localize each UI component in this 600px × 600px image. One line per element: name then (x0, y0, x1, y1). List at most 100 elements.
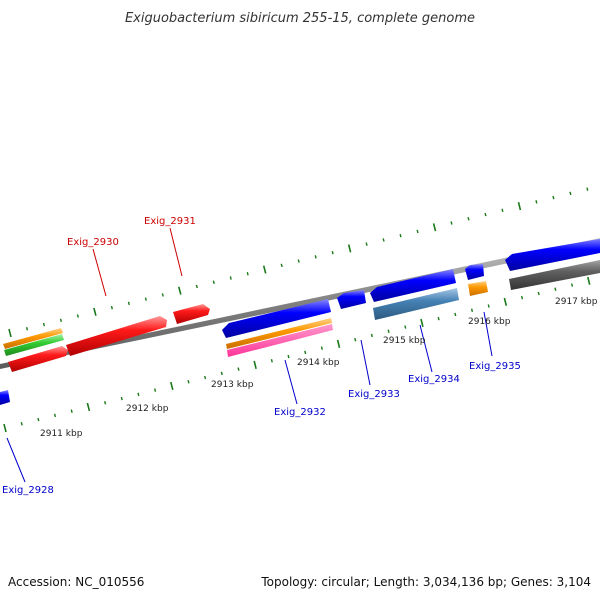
minor-tick (571, 283, 574, 287)
minor-tick (331, 250, 334, 255)
major-tick (178, 286, 182, 295)
inner-tick-row (3, 276, 591, 433)
gene-arrow-exig-2929 (8, 346, 68, 372)
minor-tick (20, 422, 23, 426)
minor-tick (467, 217, 470, 221)
minor-tick (382, 238, 385, 242)
minor-tick (404, 325, 407, 329)
minor-tick (454, 312, 457, 317)
ruler-label: 2916 kbp (468, 317, 511, 327)
map-title: Exiguobacterium sibiricum 255-15, comple… (125, 11, 475, 26)
leader-line (483, 311, 493, 357)
forward-strand-features (3, 304, 210, 372)
minor-tick (470, 308, 474, 312)
major-tick (420, 318, 424, 327)
minor-tick (437, 316, 440, 321)
reverse-strand-features (0, 238, 600, 405)
pink-feature (227, 324, 333, 357)
minor-tick (204, 375, 207, 380)
major-tick (517, 202, 522, 211)
gene-arrow-exig-2935 (465, 264, 484, 280)
minor-tick (297, 259, 300, 263)
grey-feature (509, 260, 600, 290)
minor-tick (53, 413, 57, 418)
gene-label-exig-2928[interactable]: Exig_2928 (2, 485, 54, 496)
minor-tick (37, 417, 40, 422)
minor-tick (387, 329, 390, 333)
minor-tick (70, 409, 73, 413)
leader-line (360, 339, 371, 386)
accession-text: Accession: NC_010556 (8, 575, 144, 589)
minor-tick (399, 233, 402, 238)
gene-label-exig-2931[interactable]: Exig_2931 (144, 216, 196, 227)
minor-tick (416, 229, 419, 234)
minor-tick (484, 212, 487, 217)
gene-arrow-exig-2930 (66, 316, 167, 356)
orange-feature (226, 318, 332, 349)
minor-tick (246, 272, 249, 276)
minor-tick (110, 305, 113, 310)
minor-tick (25, 327, 29, 331)
major-tick (587, 276, 591, 285)
genome-summary-text: Topology: circular; Length: 3,034,136 bp… (260, 575, 591, 589)
minor-tick (195, 284, 198, 289)
minor-tick (42, 322, 45, 327)
major-tick (432, 223, 437, 232)
ruler-label: 2917 kbp (555, 297, 598, 307)
gene-label-exig-2935[interactable]: Exig_2935 (469, 361, 521, 372)
minor-tick (520, 295, 524, 300)
orange-feature (468, 281, 488, 296)
steelblue-feature (373, 288, 459, 320)
minor-tick (487, 304, 490, 308)
major-tick (503, 297, 508, 306)
gene-labels: Exig_2931 Exig_2930 Exig_2928 Exig_2932 … (2, 216, 521, 496)
major-tick (86, 402, 91, 412)
minor-tick (554, 287, 557, 291)
minor-tick (237, 367, 240, 371)
ruler-labels: 2911 kbp 2912 kbp 2913 kbp 2914 kbp 2915… (40, 297, 598, 439)
gene-arrow-exig-2931 (173, 304, 210, 324)
leader-line (6, 437, 26, 483)
gene-arrow-exig-2933 (337, 290, 366, 309)
minor-tick (320, 346, 323, 350)
major-tick (347, 244, 352, 253)
gene-label-exig-2932[interactable]: Exig_2932 (274, 407, 326, 418)
major-tick (262, 265, 267, 274)
minor-tick (537, 291, 540, 296)
minor-tick (501, 208, 504, 213)
minor-tick (144, 297, 147, 301)
minor-tick (212, 280, 215, 284)
minor-tick (304, 350, 307, 355)
leader-line (419, 324, 433, 373)
outer-tick-row (8, 187, 589, 338)
gene-label-leaders (6, 227, 493, 483)
ruler-label: 2913 kbp (211, 380, 254, 390)
minor-tick (220, 371, 223, 376)
minor-tick (229, 276, 232, 280)
major-tick (3, 423, 7, 433)
minor-tick (161, 293, 164, 297)
gene-label-exig-2933[interactable]: Exig_2933 (348, 389, 400, 400)
gene-arrow-blue-edge (505, 238, 600, 271)
minor-tick (535, 200, 538, 204)
ruler-label: 2912 kbp (126, 404, 169, 414)
minor-tick (76, 314, 79, 318)
minor-tick (370, 333, 373, 338)
gene-label-exig-2930[interactable]: Exig_2930 (67, 237, 119, 248)
minor-tick (270, 359, 273, 363)
minor-tick (287, 354, 290, 359)
orange-feature (3, 328, 63, 349)
minor-tick (280, 263, 283, 268)
major-tick (93, 307, 97, 316)
minor-tick (137, 392, 140, 397)
minor-tick (354, 337, 357, 342)
minor-tick (569, 191, 572, 196)
minor-tick (552, 195, 555, 200)
gene-label-exig-2934[interactable]: Exig_2934 (408, 374, 460, 385)
minor-tick (365, 242, 368, 246)
major-tick (253, 360, 257, 369)
leader-line (169, 227, 183, 277)
leader-line (284, 359, 298, 405)
minor-tick (187, 380, 190, 384)
ruler-label: 2914 kbp (297, 358, 340, 368)
